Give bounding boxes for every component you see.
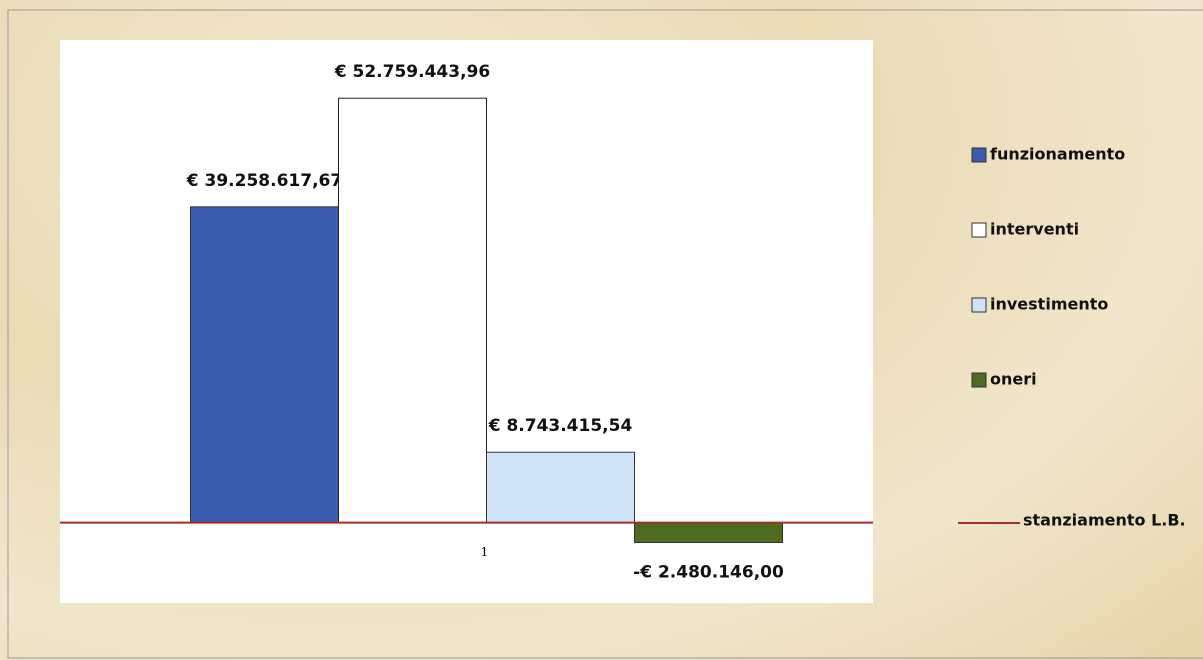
bar	[338, 97, 487, 524]
legend-label: interventi	[990, 220, 1079, 239]
legend-swatch	[971, 297, 987, 313]
legend-label: oneri	[990, 370, 1037, 389]
x-tick-label: 1	[481, 545, 489, 559]
frame	[7, 9, 1203, 659]
value-label: -€ 2.480.146,00	[633, 563, 784, 583]
bar	[190, 206, 339, 524]
value-label: € 52.759.443,96	[334, 62, 490, 82]
legend-swatch	[971, 222, 987, 238]
value-label: € 8.743.415,54	[488, 416, 633, 436]
value-label: € 39.258.617,67	[186, 171, 342, 191]
legend-label: stanziamento L.B.	[1023, 511, 1186, 530]
legend-label: investimento	[990, 295, 1108, 314]
bar	[486, 451, 635, 524]
legend-swatch	[971, 372, 987, 388]
legend-swatch	[971, 147, 987, 163]
legend-label: funzionamento	[990, 145, 1125, 164]
bar	[634, 522, 783, 544]
